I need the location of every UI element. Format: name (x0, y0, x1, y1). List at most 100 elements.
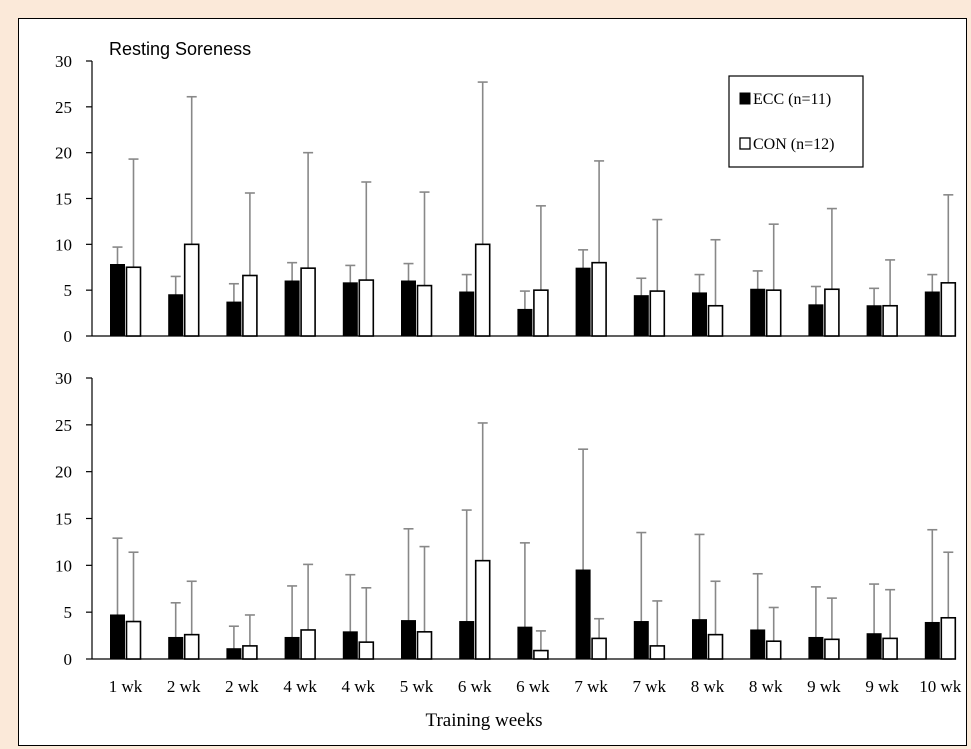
x-tick-label: 9 wk (865, 677, 899, 696)
bar-ecc (633, 295, 649, 337)
bar-ecc (517, 626, 533, 660)
bar-con (416, 631, 433, 660)
bar-con (824, 288, 840, 337)
y-tick-label: 15 (55, 190, 72, 209)
bar-con (474, 559, 491, 660)
bar-con (591, 637, 607, 660)
y-tick-label: 0 (64, 327, 73, 346)
bar-ecc (866, 633, 882, 660)
x-tick-label: 4 wk (283, 677, 317, 696)
legend-label-ecc: ECC (n=11) (753, 91, 831, 108)
bar-ecc (924, 621, 940, 660)
bar-con (707, 304, 724, 337)
bar-ecc (284, 636, 300, 660)
bar-ecc (633, 621, 649, 660)
bar-con (765, 289, 782, 337)
bar-ecc (866, 305, 882, 337)
y-tick-label: 15 (55, 510, 72, 529)
bar-con (649, 645, 666, 660)
bar-ecc (110, 614, 125, 660)
bar-ecc (750, 288, 766, 337)
bar-ecc (168, 636, 184, 660)
y-tick-label: 20 (55, 463, 72, 482)
y-tick-label: 5 (64, 281, 73, 300)
y-tick-label: 30 (55, 52, 72, 71)
y-tick-label: 20 (55, 144, 72, 163)
bar-con (765, 640, 782, 660)
x-tick-label: 5 wk (400, 677, 434, 696)
legend-label-con: CON (n=12) (753, 136, 834, 153)
bar-con (300, 629, 316, 660)
x-tick-label: 6 wk (516, 677, 550, 696)
bar-ecc (401, 620, 416, 660)
y-tick-label: 5 (64, 603, 73, 622)
bar-con (649, 290, 666, 337)
x-tick-label: 7 wk (633, 677, 667, 696)
bar-ecc (342, 282, 358, 337)
y-tick-label: 0 (64, 650, 73, 669)
x-tick-label: 10 wk (919, 677, 962, 696)
bar-ecc (342, 631, 358, 660)
bar-con (183, 633, 200, 660)
bar-ecc (459, 621, 475, 660)
bar-con (533, 649, 549, 660)
bar-ecc (517, 308, 533, 337)
legend-box (728, 75, 864, 168)
bar-ecc (226, 301, 242, 337)
y-tick-label: 10 (55, 556, 72, 575)
bar-ecc (575, 267, 591, 337)
bar-con (707, 633, 724, 660)
bar-ecc (692, 292, 707, 337)
x-tick-label: 4 wk (342, 677, 376, 696)
legend-swatch-con (739, 137, 751, 150)
bar-ecc (459, 291, 475, 337)
x-tick-label: 6 wk (458, 677, 492, 696)
bar-con (358, 641, 375, 660)
bar-ecc (226, 648, 242, 660)
y-tick-label: 25 (55, 98, 72, 117)
x-tick-label: 1 wk (109, 677, 143, 696)
bar-ecc (808, 636, 824, 660)
bar-con (474, 243, 491, 337)
legend-swatch-ecc (739, 92, 751, 105)
x-axis-title: Training weeks (426, 710, 543, 731)
bar-ecc (692, 619, 707, 660)
bar-con (824, 638, 840, 660)
bar-ecc (575, 569, 591, 660)
bar-con (416, 284, 433, 337)
bar-con (183, 243, 200, 337)
x-tick-labels: 1 wk 2 wk 2 wk 4 wk 4 wk 5 wk 6 wk 6 wk 7 wk 7 wk… (109, 677, 962, 696)
bar-con (882, 304, 898, 337)
bar-ecc (808, 304, 824, 337)
bar-ecc (110, 264, 125, 337)
bar-ecc (401, 280, 416, 337)
panel-top: 0 5 10 15 20 25 30 (55, 52, 957, 346)
x-tick-label: 8 wk (749, 677, 783, 696)
bar-ecc (924, 291, 940, 337)
x-tick-label: 9 wk (807, 677, 841, 696)
y-tick-label: 25 (55, 416, 72, 435)
bar-con (125, 620, 142, 660)
bar-con (358, 279, 375, 337)
y-tick-label: 30 (55, 369, 72, 388)
x-tick-label: 7 wk (574, 677, 608, 696)
bar-con (940, 282, 957, 337)
bar-ecc (750, 629, 766, 660)
bar-con (882, 637, 898, 660)
x-tick-label: 8 wk (691, 677, 725, 696)
bar-con (125, 266, 142, 337)
bar-con (533, 289, 549, 337)
panel-bottom: 0 5 10 15 20 25 30 (55, 369, 957, 669)
bar-con (591, 261, 607, 337)
bar-ecc (168, 294, 184, 337)
y-tick-label: 10 (55, 235, 72, 254)
bar-con (940, 616, 957, 660)
bar-ecc (284, 280, 300, 337)
x-tick-label: 2 wk (225, 677, 259, 696)
x-tick-label: 2 wk (167, 677, 201, 696)
bar-con (300, 267, 316, 337)
bar-con (242, 645, 258, 660)
panel-title: Resting Soreness (109, 39, 251, 59)
bar-con (242, 274, 258, 337)
